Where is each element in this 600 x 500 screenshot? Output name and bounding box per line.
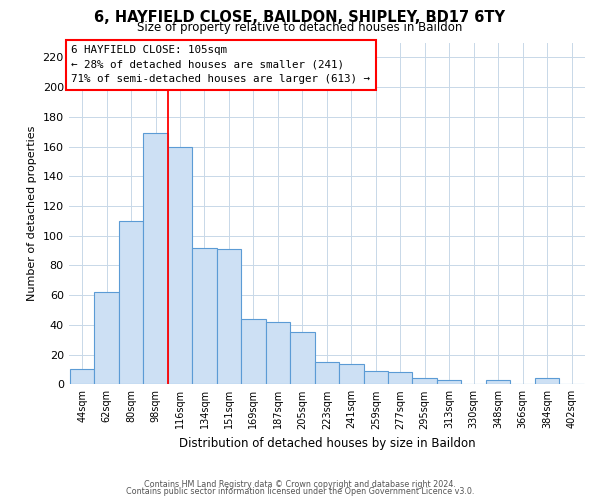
Text: Contains public sector information licensed under the Open Government Licence v3: Contains public sector information licen… bbox=[126, 487, 474, 496]
Bar bbox=[437, 380, 461, 384]
Bar bbox=[364, 371, 388, 384]
Bar bbox=[339, 364, 364, 384]
Text: Size of property relative to detached houses in Baildon: Size of property relative to detached ho… bbox=[137, 22, 463, 35]
Bar bbox=[266, 322, 290, 384]
Bar bbox=[217, 249, 241, 384]
Bar bbox=[314, 362, 339, 384]
Text: 6, HAYFIELD CLOSE, BAILDON, SHIPLEY, BD17 6TY: 6, HAYFIELD CLOSE, BAILDON, SHIPLEY, BD1… bbox=[95, 10, 505, 25]
Bar bbox=[241, 319, 266, 384]
Bar bbox=[94, 292, 119, 384]
Bar bbox=[535, 378, 559, 384]
Bar bbox=[290, 332, 314, 384]
Bar bbox=[168, 146, 192, 384]
Bar bbox=[70, 370, 94, 384]
Bar bbox=[143, 133, 168, 384]
Bar bbox=[192, 248, 217, 384]
Bar bbox=[119, 221, 143, 384]
Text: Contains HM Land Registry data © Crown copyright and database right 2024.: Contains HM Land Registry data © Crown c… bbox=[144, 480, 456, 489]
Text: 6 HAYFIELD CLOSE: 105sqm
← 28% of detached houses are smaller (241)
71% of semi-: 6 HAYFIELD CLOSE: 105sqm ← 28% of detach… bbox=[71, 46, 370, 84]
Y-axis label: Number of detached properties: Number of detached properties bbox=[27, 126, 37, 301]
Bar bbox=[388, 372, 412, 384]
Bar bbox=[486, 380, 511, 384]
X-axis label: Distribution of detached houses by size in Baildon: Distribution of detached houses by size … bbox=[179, 437, 475, 450]
Bar bbox=[412, 378, 437, 384]
